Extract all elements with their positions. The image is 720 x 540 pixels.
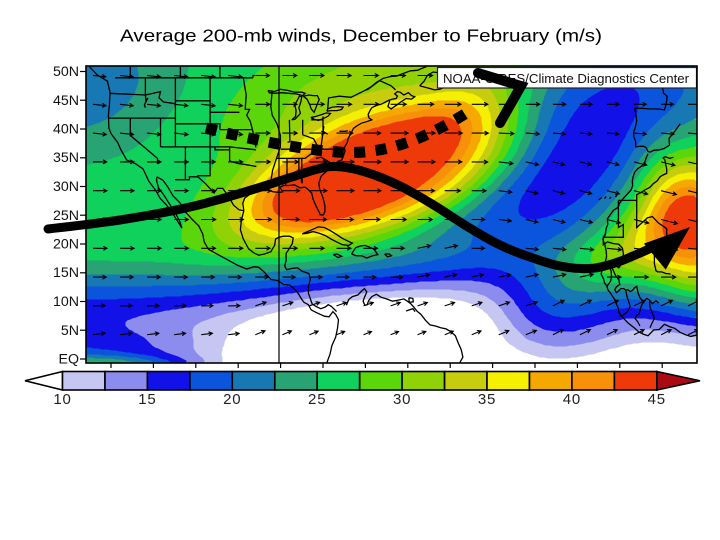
svg-text:10N: 10N xyxy=(53,294,79,310)
svg-text:35N: 35N xyxy=(53,150,79,166)
svg-text:30N: 30N xyxy=(53,179,79,195)
svg-text:40: 40 xyxy=(563,391,581,408)
svg-text:45: 45 xyxy=(648,391,666,408)
svg-text:25N: 25N xyxy=(53,208,79,224)
svg-text:15N: 15N xyxy=(53,265,79,281)
svg-text:30: 30 xyxy=(393,391,411,408)
svg-text:10: 10 xyxy=(53,391,71,408)
svg-text:40N: 40N xyxy=(53,122,79,138)
svg-text:5N: 5N xyxy=(61,323,79,339)
svg-text:25: 25 xyxy=(308,391,326,408)
svg-text:20N: 20N xyxy=(53,237,79,253)
svg-text:15: 15 xyxy=(138,391,156,408)
svg-text:35: 35 xyxy=(478,391,496,408)
svg-text:EQ: EQ xyxy=(59,352,80,368)
svg-text:Average 200-mb winds, December: Average 200-mb winds, December to Februa… xyxy=(120,26,602,46)
svg-text:20: 20 xyxy=(223,391,241,408)
svg-text:45N: 45N xyxy=(53,93,79,109)
svg-text:50N: 50N xyxy=(53,64,79,80)
